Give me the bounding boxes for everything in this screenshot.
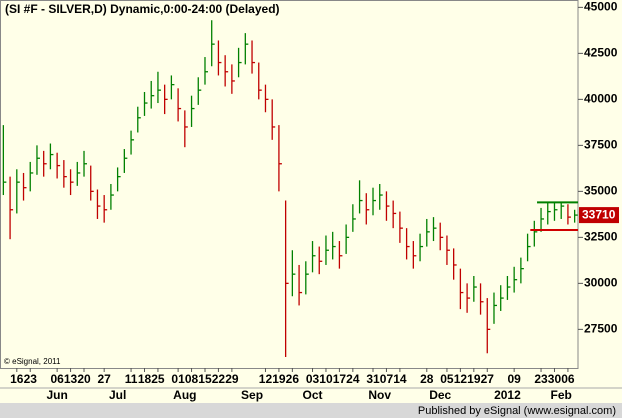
x-tick-label: 14	[393, 372, 407, 386]
month-label: Jun	[46, 388, 67, 402]
month-label: Feb	[551, 388, 572, 402]
x-tick-label: 08	[185, 372, 199, 386]
x-tick-label: 07	[380, 372, 394, 386]
x-tick-label: 31	[366, 372, 380, 386]
x-tick-label: 17	[333, 372, 347, 386]
x-tick-label: 12	[259, 372, 273, 386]
x-tick-label: 15	[198, 372, 212, 386]
x-tick-label: 27	[481, 372, 495, 386]
x-tick-label: 12	[454, 372, 468, 386]
x-tick-label: 29	[225, 372, 239, 386]
y-tick-label: 30000	[584, 276, 618, 290]
y-tick-label: 40000	[584, 92, 618, 106]
x-tick-label: 11	[125, 372, 138, 386]
month-label: Aug	[173, 388, 196, 402]
x-tick-label: 22	[212, 372, 226, 386]
x-tick-label: 19	[467, 372, 481, 386]
x-tick-label: 16	[10, 372, 24, 386]
x-tick-label: 10	[319, 372, 333, 386]
x-tick-label: 23	[24, 372, 38, 386]
month-label: Jul	[109, 388, 126, 402]
x-tick-label: 06	[561, 372, 575, 386]
y-tick-label: 45000	[584, 0, 618, 14]
y-tick-label: 42500	[584, 46, 618, 60]
y-tick-label: 27500	[584, 322, 618, 336]
month-label: 2012	[494, 388, 521, 402]
x-tick-label: 13	[64, 372, 78, 386]
month-label: Nov	[368, 388, 391, 402]
month-label: Sep	[241, 388, 263, 402]
y-tick-label: 32500	[584, 230, 618, 244]
x-tick-label: 25	[151, 372, 165, 386]
chart-title: (SI #F - SILVER,D) Dynamic,0:00-24:00 (D…	[5, 2, 280, 16]
y-tick-label: 35000	[584, 184, 618, 198]
last-price-label: 33710	[582, 207, 616, 221]
x-tick-label: 30	[548, 372, 562, 386]
x-tick-label: 20	[77, 372, 91, 386]
x-tick-label: 05	[440, 372, 454, 386]
copyright: © eSignal, 2011	[4, 357, 61, 366]
footer-text: Published by eSignal (www.esignal.com)	[418, 405, 616, 417]
plot-frame	[0, 0, 579, 369]
x-tick-label: 26	[286, 372, 300, 386]
x-tick-label: 19	[272, 372, 286, 386]
last-price-box	[579, 207, 619, 224]
x-tick-label: 06	[50, 372, 64, 386]
x-tick-label: 18	[138, 372, 152, 386]
x-tick-label: 03	[306, 372, 320, 386]
x-tick-label: 23	[534, 372, 548, 386]
footer-bar	[0, 403, 622, 418]
x-tick-label: 09	[507, 372, 521, 386]
x-tick-label: 27	[97, 372, 111, 386]
x-tick-label: 24	[346, 372, 360, 386]
x-tick-label: 28	[420, 372, 434, 386]
y-tick-label: 37500	[584, 138, 618, 152]
month-label: Oct	[303, 388, 323, 402]
x-tick-label: 01	[171, 372, 185, 386]
month-label: Dec	[429, 388, 451, 402]
